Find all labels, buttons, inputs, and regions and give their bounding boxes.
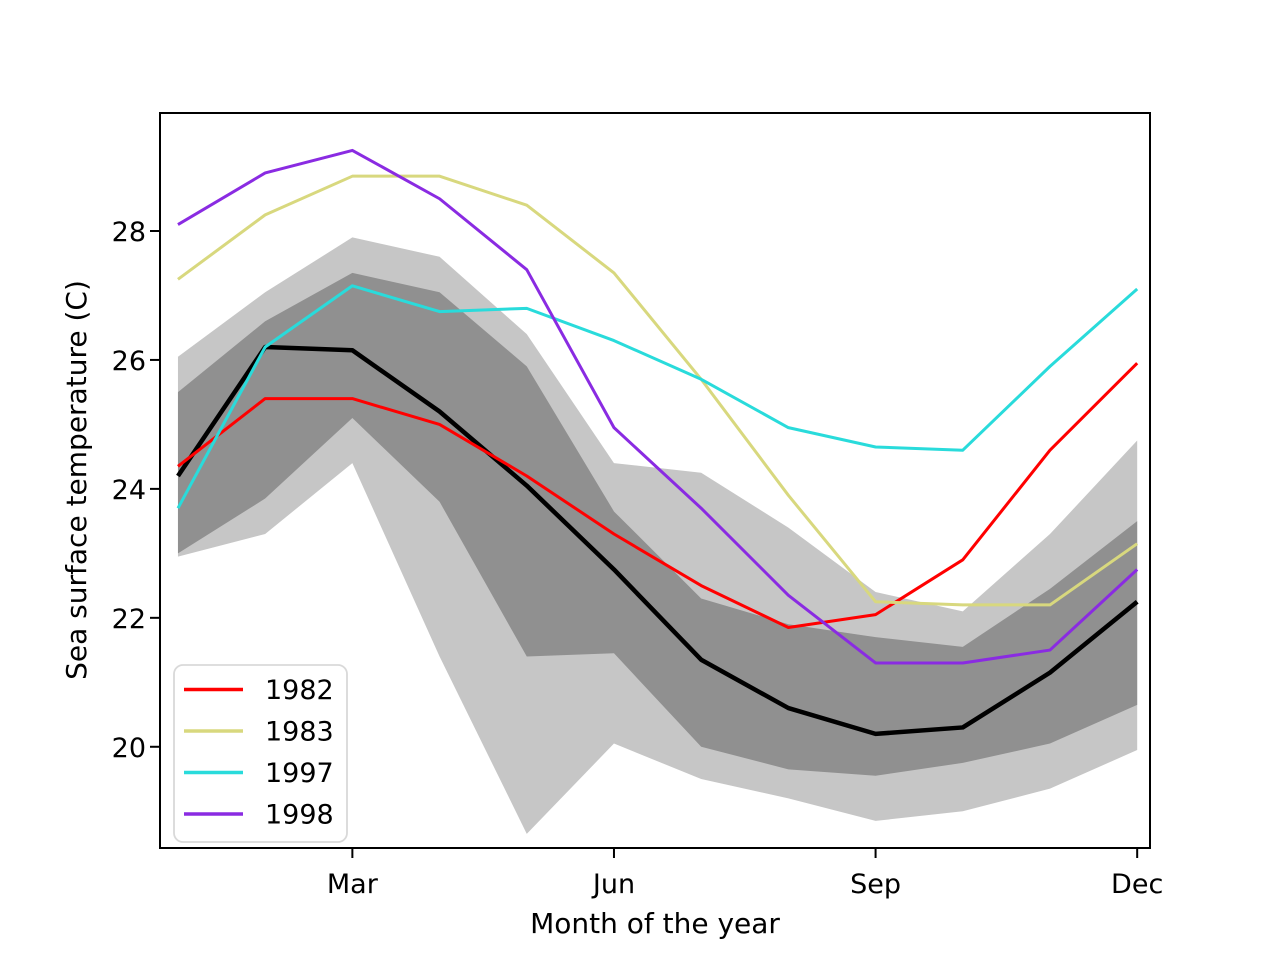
x-tick-label-Mar: Mar: [327, 869, 379, 900]
y-tick-label-20: 20: [112, 733, 146, 764]
y-tick-label-28: 28: [112, 217, 146, 248]
legend-label-1998: 1998: [265, 800, 334, 831]
y-tick-label-24: 24: [112, 475, 146, 506]
series-1983-line: [177, 174, 1139, 607]
legend-layer: 1982 1983 1997 1998: [173, 664, 348, 843]
y-tick-label-22: 22: [112, 604, 146, 635]
x-tick-label-Jun: Jun: [591, 869, 635, 900]
legend-label-1983: 1983: [265, 717, 334, 748]
legend-entry-1997: 1997: [184, 758, 334, 789]
series-1997-line: [176, 284, 1139, 509]
series-1998-line: [177, 148, 1139, 665]
legend-label-1982: 1982: [265, 675, 334, 706]
y-tick-label-26: 26: [112, 346, 146, 377]
x-tick-label-Dec: Dec: [1111, 869, 1163, 900]
x-tick-label-Sep: Sep: [850, 869, 901, 900]
y-axis-label: Sea surface temperature (C): [60, 280, 93, 680]
series-layer: [176, 148, 1139, 737]
x-axis-label: Month of the year: [530, 907, 780, 940]
legend-entry-1982: 1982: [184, 675, 334, 706]
legend-entry-1983: 1983: [184, 717, 334, 748]
legend-box: [173, 664, 348, 843]
series-1982-line: [177, 362, 1139, 629]
legend-entry-1998: 1998: [184, 800, 334, 831]
series-mean-line: [176, 344, 1139, 737]
axes-layer: Mar Jun Sep Dec 20 22 24 26 28: [112, 112, 1163, 900]
plot-border: [159, 112, 1151, 849]
legend-label-1997: 1997: [265, 758, 334, 789]
